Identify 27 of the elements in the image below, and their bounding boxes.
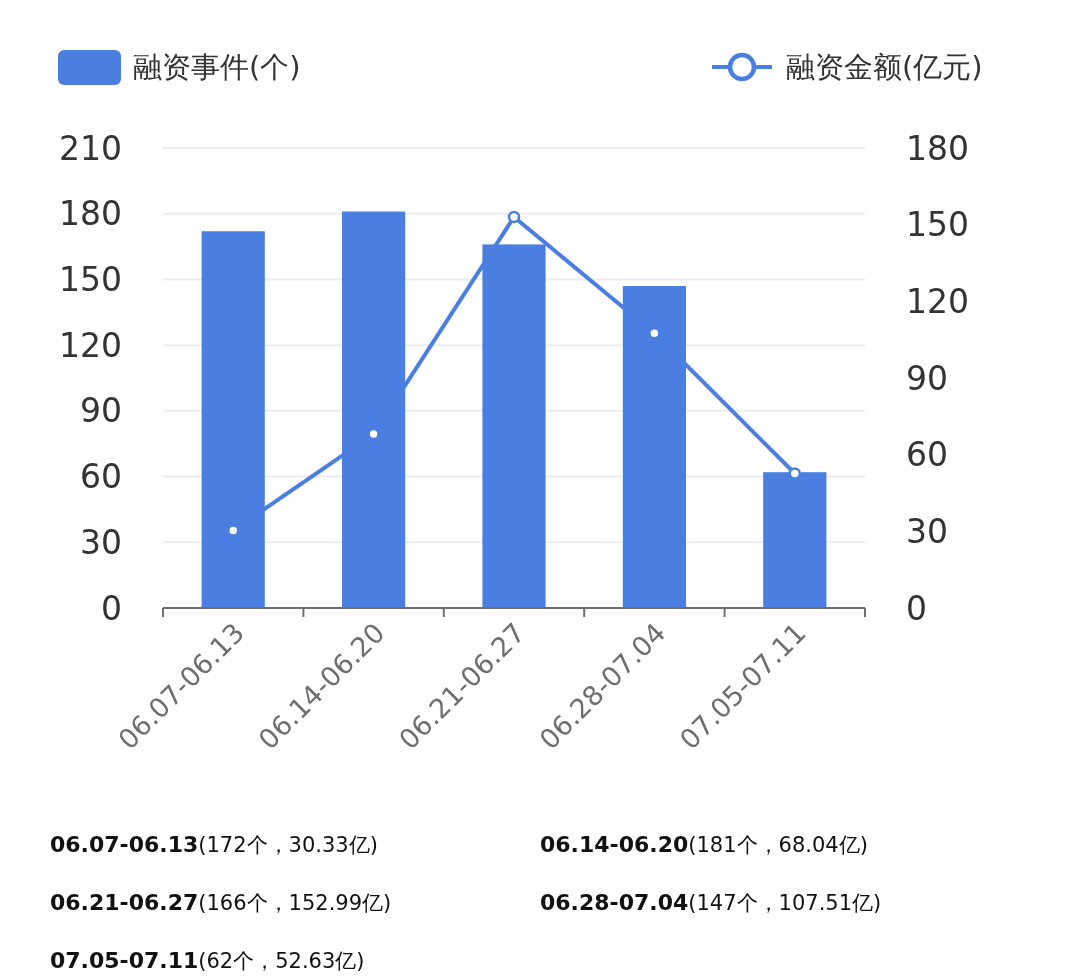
y2-tick-label: 150 [906,205,969,245]
y2-tick-label: 30 [906,511,948,551]
y2-tick-label: 180 [906,128,969,168]
text: (181个，68.04亿) [688,833,868,857]
text: (166个，152.99亿) [198,891,392,915]
y2-tick-label: 60 [906,435,948,475]
y-tick-label: 180 [59,194,122,234]
category-label: 06.14-06.20 [540,832,689,857]
y-tick-label: 60 [80,457,122,497]
text: (172个，30.33亿) [198,833,378,857]
y-tick-label: 30 [80,522,122,562]
y-tick-label: 0 [101,588,122,628]
legend-label: 融资金额(亿元) [786,50,983,85]
legend-label: 融资事件(个) [133,50,301,85]
y-tick-label: 210 [59,128,122,168]
y2-tick-label: 0 [906,588,927,628]
category-label: 07.05-07.11 [50,948,199,973]
y-tick-label: 150 [59,259,122,299]
y-tick-label: 120 [59,325,122,365]
y2-tick-label: 90 [906,358,948,398]
text: (147个，107.51亿) [688,891,882,915]
category-label: 06.28-07.04 [540,890,689,915]
y2-tick-label: 120 [906,281,969,321]
category-label: 06.21-06.27 [50,890,199,915]
y-tick-label: 90 [80,391,122,431]
category-label: 06.07-06.13 [50,832,199,857]
text: (62个，52.63亿) [198,949,365,973]
